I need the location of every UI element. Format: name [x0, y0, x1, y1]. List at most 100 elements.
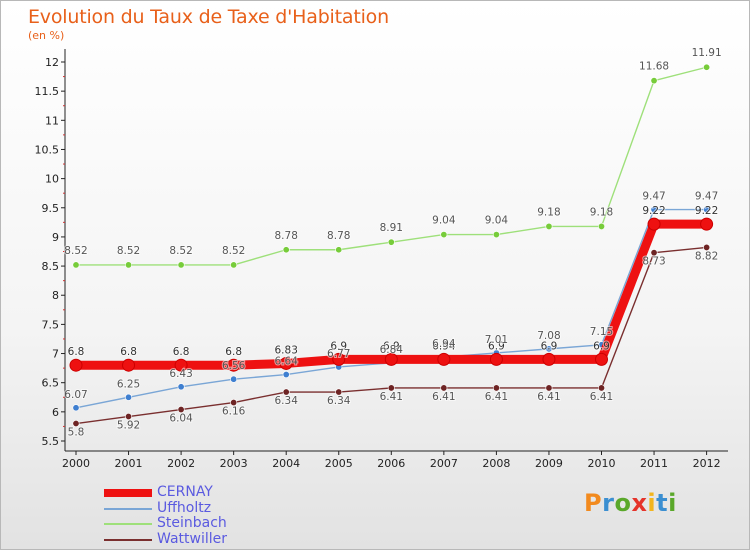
- data-point-cernay: [69, 358, 83, 372]
- data-point-cernay: [595, 352, 608, 366]
- data-point-cernay: [279, 356, 293, 370]
- data-label-steinbach: 8.52: [117, 245, 140, 257]
- data-point-uffholtz: [650, 206, 658, 214]
- data-point-cernay: [174, 358, 188, 372]
- data-label-cernay: 9.22: [695, 205, 718, 217]
- data-point-wattwiller: [650, 249, 658, 257]
- x-tick-label: 2003: [220, 457, 248, 470]
- data-point-cernay: [700, 217, 714, 231]
- data-point-wattwiller: [335, 388, 343, 396]
- data-label-cernay: 6.83: [275, 344, 298, 356]
- data-label-steinbach: 8.52: [222, 245, 245, 257]
- data-label-wattwiller: 6.04: [169, 413, 193, 425]
- y-tick-label: 7.5: [42, 318, 60, 331]
- data-label-steinbach: 8.91: [380, 222, 403, 234]
- y-tick-label: 9: [52, 231, 59, 244]
- y-tick-label: 8: [52, 289, 59, 302]
- data-label-cernay: 6.94: [432, 340, 456, 352]
- data-point-steinbach: [597, 222, 605, 230]
- x-tick-label: 2001: [115, 457, 143, 470]
- logo-letter: t: [656, 489, 669, 517]
- data-label-uffholtz: 6.07: [64, 389, 87, 401]
- data-point-uffholtz: [125, 393, 133, 401]
- data-point-cernay: [437, 352, 451, 366]
- data-point-steinbach: [703, 63, 711, 71]
- y-tick-label: 10.5: [35, 143, 60, 156]
- data-point-wattwiller: [703, 243, 711, 251]
- data-point-steinbach: [335, 246, 343, 254]
- y-tick-label: 7: [52, 348, 59, 361]
- data-label-cernay: 6.9: [383, 340, 400, 352]
- data-point-steinbach: [492, 231, 500, 239]
- data-point-wattwiller: [440, 384, 448, 392]
- data-label-uffholtz: 6.43: [169, 368, 192, 380]
- data-point-steinbach: [650, 77, 658, 85]
- data-point-cernay: [384, 352, 398, 366]
- data-label-steinbach: 8.52: [64, 245, 87, 257]
- data-label-cernay: 6.9: [488, 340, 505, 352]
- data-point-wattwiller: [387, 384, 395, 392]
- y-tick-label: 11.5: [35, 85, 60, 98]
- y-tick-label: 10: [45, 173, 59, 186]
- x-tick-label: 2011: [640, 457, 668, 470]
- x-tick-label: 2006: [377, 457, 405, 470]
- logo-letter: x: [631, 489, 648, 517]
- data-point-steinbach: [282, 246, 290, 254]
- data-label-steinbach: 8.52: [169, 245, 192, 257]
- data-point-wattwiller: [177, 406, 185, 414]
- legend-label-wattwiller: Wattwiller: [157, 530, 227, 547]
- data-label-uffholtz: 9.47: [642, 191, 665, 203]
- data-point-wattwiller: [492, 384, 500, 392]
- data-label-wattwiller: 6.41: [590, 391, 613, 403]
- data-point-steinbach: [72, 261, 80, 269]
- data-label-uffholtz: 6.56: [222, 360, 246, 372]
- data-point-cernay: [332, 352, 346, 366]
- logo-letter: i: [668, 489, 677, 517]
- data-label-uffholtz: 6.94: [432, 338, 456, 350]
- legend-label-cernay: CERNAY: [157, 484, 213, 500]
- data-label-cernay: 6.8: [225, 346, 242, 358]
- y-tick-label: 8.5: [42, 260, 60, 273]
- data-point-uffholtz: [177, 383, 185, 391]
- x-tick-label: 2002: [167, 457, 195, 470]
- x-tick-label: 2004: [272, 457, 300, 470]
- data-label-wattwiller: 6.34: [275, 395, 299, 407]
- data-point-cernay: [489, 352, 503, 366]
- y-tick-label: 12: [45, 56, 59, 69]
- data-label-cernay: 9.22: [642, 205, 665, 217]
- data-point-uffholtz: [230, 375, 238, 383]
- logo-letter: r: [602, 489, 615, 517]
- data-point-cernay: [647, 217, 661, 231]
- data-label-uffholtz: 7.01: [485, 334, 508, 346]
- data-point-wattwiller: [282, 388, 290, 396]
- legend-swatch-wattwiller: [104, 538, 152, 541]
- legend-swatch-uffholtz: [104, 507, 152, 510]
- data-label-cernay: 6.9: [541, 340, 558, 352]
- data-label-steinbach: 11.91: [692, 47, 722, 59]
- data-label-wattwiller: 8.82: [695, 250, 718, 262]
- data-point-cernay: [227, 358, 241, 372]
- data-point-wattwiller: [72, 420, 80, 428]
- data-point-steinbach: [125, 261, 133, 269]
- data-point-cernay: [542, 352, 556, 366]
- data-label-steinbach: 9.18: [537, 206, 560, 218]
- data-label-uffholtz: 9.47: [695, 191, 718, 203]
- data-label-wattwiller: 6.41: [432, 391, 455, 403]
- legend-swatch-steinbach: [104, 523, 152, 525]
- data-point-wattwiller: [597, 384, 605, 392]
- data-label-wattwiller: 6.41: [380, 391, 403, 403]
- x-tick-label: 2005: [325, 457, 353, 470]
- legend-label-uffholtz: Uffholtz: [157, 499, 212, 516]
- data-label-wattwiller: 8.73: [642, 256, 665, 268]
- data-label-uffholtz: 6.25: [117, 378, 140, 390]
- data-point-steinbach: [440, 231, 448, 239]
- y-tick-label: 9.5: [42, 202, 60, 215]
- y-tick-label: 6.5: [42, 377, 60, 390]
- data-label-steinbach: 8.78: [327, 230, 350, 242]
- data-label-wattwiller: 6.41: [537, 391, 560, 403]
- y-tick-label: 11: [45, 114, 59, 127]
- data-label-uffholtz: 7.08: [537, 330, 560, 342]
- data-label-wattwiller: 5.8: [68, 427, 85, 439]
- data-point-steinbach: [177, 261, 185, 269]
